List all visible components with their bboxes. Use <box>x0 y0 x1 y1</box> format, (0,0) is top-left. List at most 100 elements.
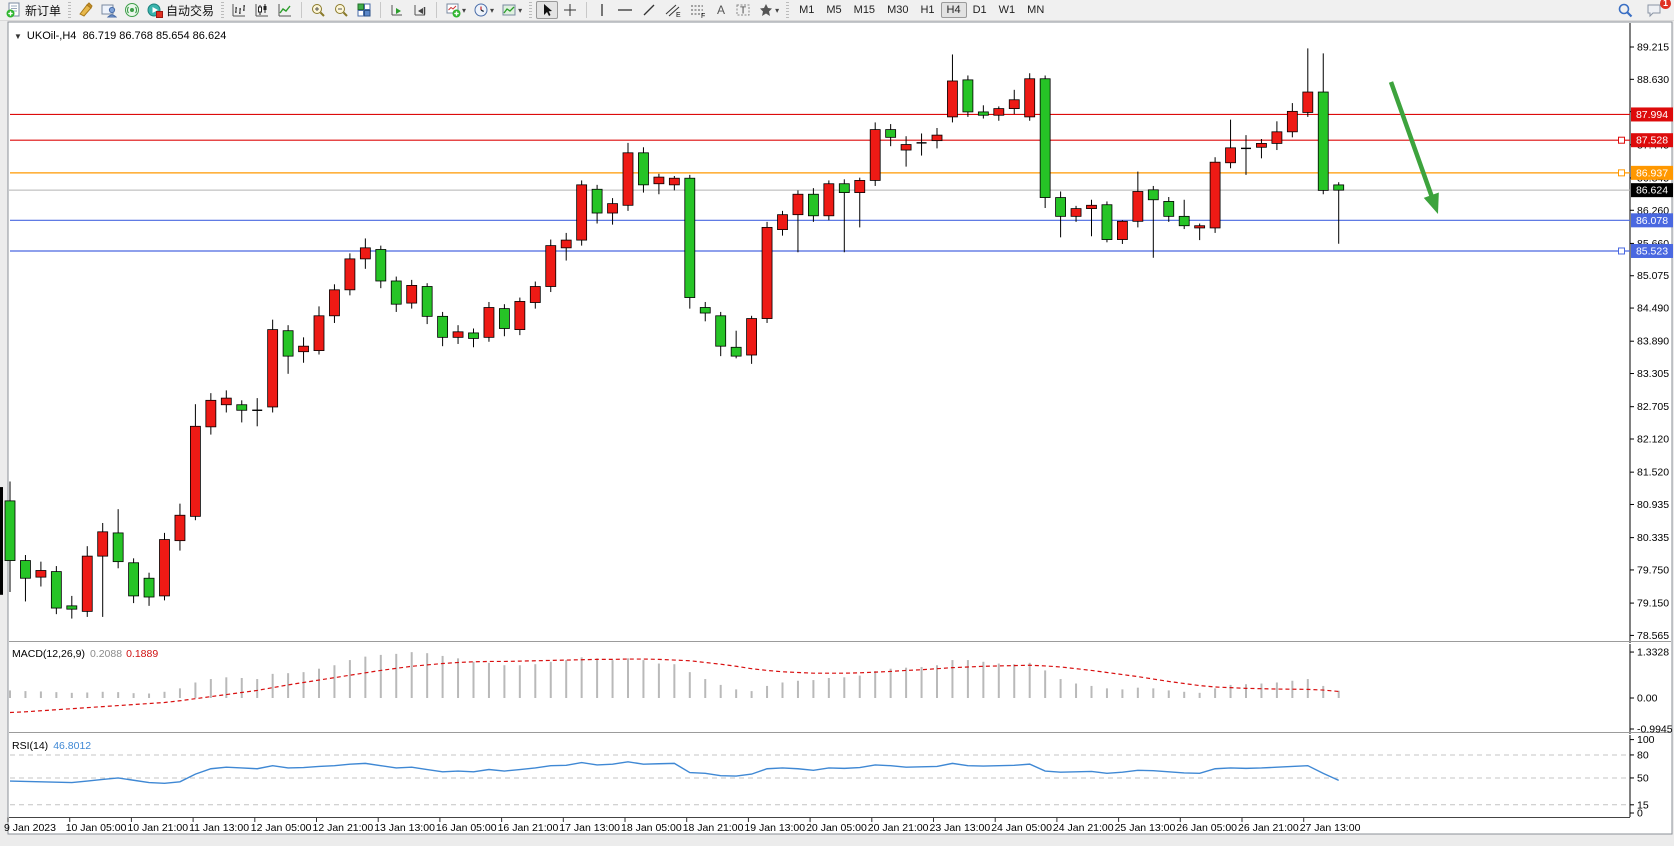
equidistant-channel-icon: E <box>665 4 681 18</box>
zoom-in-button[interactable] <box>307 1 329 19</box>
collapse-arrow-icon[interactable]: ▼ <box>14 32 22 41</box>
svg-text:86.937: 86.937 <box>1636 167 1668 179</box>
auto-trading-button[interactable]: 自动交易 <box>144 1 217 19</box>
macd-name: MACD(12,26,9) <box>12 648 85 660</box>
timeframe-h1[interactable]: H1 <box>920 4 935 16</box>
tile-windows-button[interactable] <box>353 1 375 19</box>
horizontal-line-button[interactable] <box>613 1 637 19</box>
chart-ohlc: 86.719 86.768 85.654 86.624 <box>82 30 227 42</box>
toolbar-separator <box>380 2 382 18</box>
chart-line-icon <box>278 4 292 17</box>
chart-canvas[interactable]: 89.21588.63088.04587.44586.84586.26085.6… <box>0 21 1674 846</box>
new-order-button[interactable]: 新订单 <box>3 1 64 19</box>
fibonacci-icon: F <box>691 5 705 18</box>
crosshair-icon <box>564 4 577 16</box>
profile-button[interactable] <box>98 1 120 19</box>
zoom-in-icon <box>312 4 325 17</box>
auto-trading-icon <box>147 3 164 18</box>
timeframe-m30[interactable]: M30 <box>887 4 909 16</box>
dropdown-caret-icon: ▾ <box>462 5 467 15</box>
rsi-label: RSI(14) 46.8012 <box>12 740 91 752</box>
svg-text:80: 80 <box>1637 749 1649 761</box>
chart-line-button[interactable] <box>274 1 296 19</box>
chart-shift-button[interactable] <box>409 1 431 19</box>
svg-text:85.075: 85.075 <box>1637 270 1669 282</box>
svg-text:80.935: 80.935 <box>1637 499 1669 511</box>
dropdown-caret-icon: ▾ <box>775 5 780 15</box>
svg-text:80.335: 80.335 <box>1637 532 1669 544</box>
toolbar-grip <box>221 2 225 18</box>
svg-text:78.565: 78.565 <box>1637 630 1669 642</box>
periods-button[interactable]: ▾ <box>470 1 497 19</box>
timeframe-m15[interactable]: M15 <box>853 4 876 16</box>
equidistant-channel-button[interactable]: E <box>661 1 685 19</box>
chart-bars-button[interactable] <box>228 1 250 19</box>
timeframe-w1[interactable]: W1 <box>998 4 1016 16</box>
auto-scroll-button[interactable] <box>386 1 408 19</box>
vertical-line-button[interactable] <box>592 1 612 19</box>
svg-text:79.750: 79.750 <box>1637 564 1669 576</box>
price-chart[interactable]: 89.21588.63088.04587.44586.84586.26085.6… <box>0 21 1674 841</box>
text-icon: A <box>717 3 725 17</box>
svg-text:100: 100 <box>1637 734 1655 746</box>
chart-bars-icon <box>232 4 246 17</box>
svg-text:23 Jan 13:00: 23 Jan 13:00 <box>930 822 991 834</box>
svg-text:88.630: 88.630 <box>1637 74 1669 86</box>
svg-text:82.120: 82.120 <box>1637 433 1669 445</box>
svg-text:50: 50 <box>1637 772 1649 784</box>
chart-shift-icon <box>414 5 426 16</box>
svg-text:18 Jan 21:00: 18 Jan 21:00 <box>683 822 744 834</box>
zoom-out-button[interactable] <box>330 1 352 19</box>
timeframe-group: M1 M5 M15 M30 H1 H4 D1 W1 MN <box>793 2 1050 18</box>
svg-text:86.624: 86.624 <box>1636 185 1668 197</box>
svg-text:12 Jan 05:00: 12 Jan 05:00 <box>251 822 312 834</box>
chart-candles-button[interactable] <box>251 1 273 19</box>
timeframe-h4[interactable]: H4 <box>940 2 967 18</box>
chart-title: ▼ UKOil-,H4 86.719 86.768 85.654 86.624 <box>14 30 226 42</box>
timeframe-m5[interactable]: M5 <box>826 4 842 16</box>
svg-text:11 Jan 13:00: 11 Jan 13:00 <box>189 822 249 834</box>
svg-text:10 Jan 05:00: 10 Jan 05:00 <box>66 822 127 834</box>
svg-text:-0.9945: -0.9945 <box>1637 724 1673 736</box>
svg-text:12 Jan 21:00: 12 Jan 21:00 <box>313 822 374 834</box>
new-order-icon <box>6 2 20 18</box>
svg-text:19 Jan 13:00: 19 Jan 13:00 <box>744 822 805 834</box>
auto-trading-label: 自动交易 <box>166 3 215 18</box>
svg-text:83.305: 83.305 <box>1637 368 1669 380</box>
fibonacci-button[interactable]: F <box>686 1 710 19</box>
svg-text:T: T <box>740 6 746 17</box>
svg-text:24 Jan 21:00: 24 Jan 21:00 <box>1053 822 1114 834</box>
metaeditor-button[interactable] <box>75 1 97 19</box>
templates-button[interactable]: ▾ <box>498 1 525 19</box>
timeframe-d1[interactable]: D1 <box>972 4 987 16</box>
new-chart-button[interactable]: ▾ <box>442 1 469 19</box>
timeframe-m1[interactable]: M1 <box>799 4 815 16</box>
toolbar-grip <box>529 2 533 18</box>
timeframe-mn[interactable]: MN <box>1027 4 1045 16</box>
horizontal-line-icon <box>618 9 633 11</box>
dropdown-caret-icon: ▾ <box>490 5 495 15</box>
svg-text:26 Jan 21:00: 26 Jan 21:00 <box>1238 822 1299 834</box>
trendline-button[interactable] <box>638 1 660 19</box>
svg-text:16 Jan 05:00: 16 Jan 05:00 <box>436 822 497 834</box>
trend-arrow[interactable] <box>1388 81 1436 202</box>
search-button[interactable] <box>1614 1 1637 19</box>
cursor-button[interactable] <box>536 1 559 19</box>
svg-text:15: 15 <box>1637 799 1649 811</box>
text-label-button[interactable]: T <box>732 1 754 19</box>
chart-window: ▼ UKOil-,H4 86.719 86.768 85.654 86.624 M… <box>0 21 1674 841</box>
toolbar: 新订单 自动交易 ▾ ▾ <box>0 0 1674 21</box>
chart-symbol: UKOil-,H4 <box>26 30 77 42</box>
metaeditor-icon <box>79 2 93 17</box>
arrows-button[interactable]: ▾ <box>755 1 782 19</box>
crosshair-button[interactable] <box>559 1 581 19</box>
notifications-button[interactable]: 1 <box>1643 0 1671 19</box>
svg-text:F: F <box>701 13 705 18</box>
svg-text:18 Jan 05:00: 18 Jan 05:00 <box>621 822 682 834</box>
svg-text:85.523: 85.523 <box>1636 245 1668 257</box>
trendline-icon <box>643 4 655 16</box>
broadcast-button[interactable] <box>121 1 143 19</box>
text-button[interactable]: A <box>711 1 731 19</box>
svg-text:0: 0 <box>1637 808 1643 820</box>
svg-text:25 Jan 13:00: 25 Jan 13:00 <box>1115 822 1176 834</box>
